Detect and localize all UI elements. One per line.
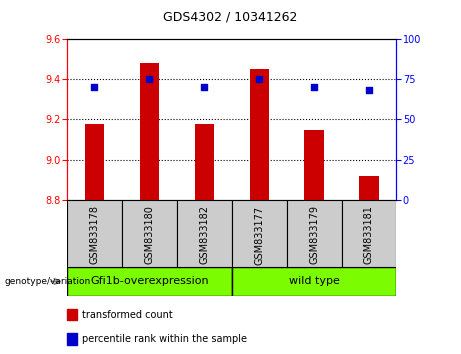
Bar: [195, 124, 214, 200]
Bar: [342, 200, 396, 267]
Bar: [85, 124, 104, 200]
Point: [365, 88, 372, 93]
Point: [91, 84, 98, 90]
Text: GDS4302 / 10341262: GDS4302 / 10341262: [163, 11, 298, 24]
Text: GSM833177: GSM833177: [254, 205, 264, 264]
Bar: [231, 200, 287, 267]
Text: wild type: wild type: [289, 276, 339, 286]
Text: GSM833180: GSM833180: [144, 205, 154, 264]
Bar: [177, 200, 231, 267]
Bar: [122, 200, 177, 267]
Bar: [287, 200, 342, 267]
Point: [255, 76, 263, 82]
Bar: [140, 63, 159, 200]
Text: GSM833182: GSM833182: [199, 205, 209, 264]
Text: transformed count: transformed count: [82, 309, 172, 320]
Bar: [67, 267, 231, 296]
Point: [146, 76, 153, 82]
Bar: [360, 176, 378, 200]
Bar: [67, 200, 122, 267]
Bar: [67, 309, 77, 320]
Text: genotype/variation: genotype/variation: [5, 277, 91, 286]
Text: Gfi1b-overexpression: Gfi1b-overexpression: [90, 276, 208, 286]
Point: [201, 84, 208, 90]
Text: GSM833178: GSM833178: [89, 205, 99, 264]
Bar: [67, 333, 77, 345]
Text: percentile rank within the sample: percentile rank within the sample: [82, 334, 247, 344]
Bar: [231, 267, 396, 296]
Bar: [304, 130, 324, 200]
Text: GSM833179: GSM833179: [309, 205, 319, 264]
Bar: [249, 69, 269, 200]
Text: GSM833181: GSM833181: [364, 205, 374, 264]
Point: [310, 84, 318, 90]
